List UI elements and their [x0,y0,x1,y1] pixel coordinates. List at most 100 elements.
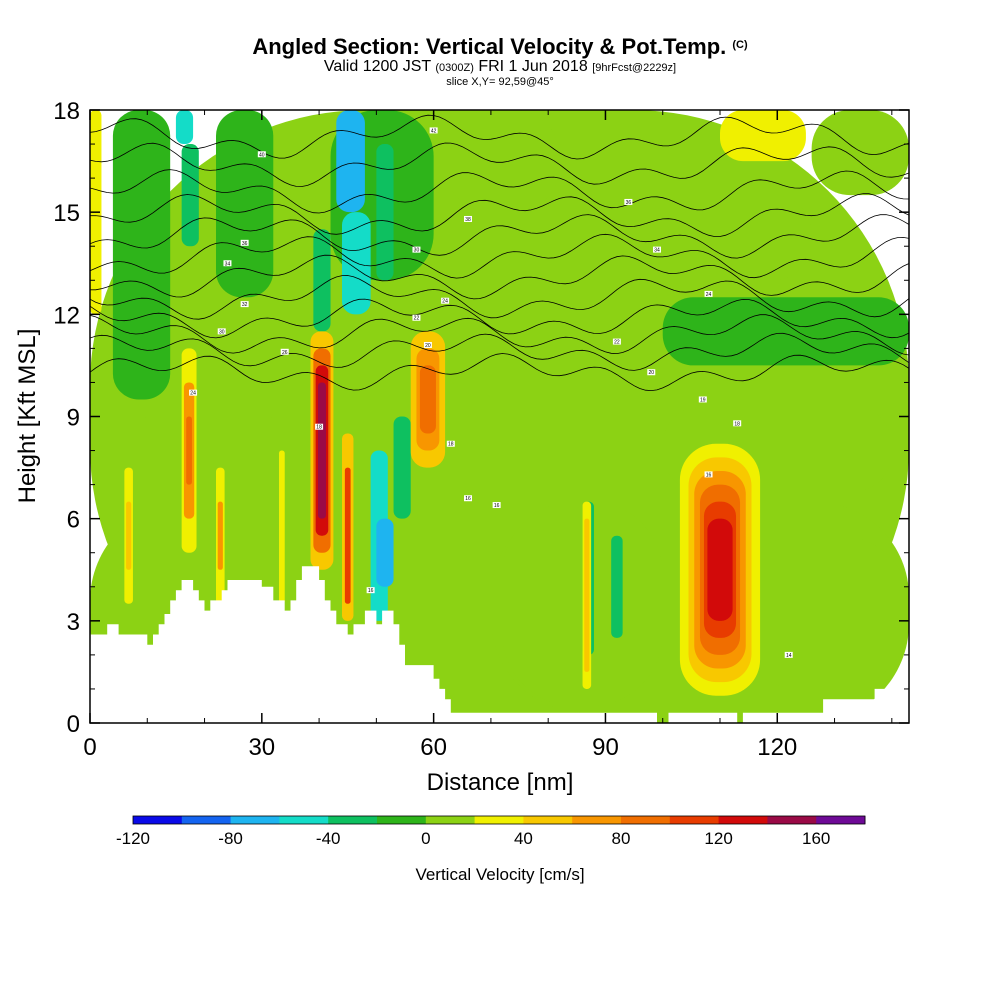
velocity-cell [126,501,132,570]
valid-prefix: Valid 1200 JST [323,58,431,75]
contour-label-bg [429,127,438,134]
colorbar-swatch [718,816,768,824]
velocity-cell [313,229,331,332]
valid-utc: (0300Z) [435,62,474,74]
x-tick-label: 0 [83,734,96,761]
contour-label: 30 [414,248,420,254]
theta-contour [90,353,909,392]
contour-label: 36 [242,241,248,247]
contour-label-bg [612,338,621,345]
velocity-cell [336,110,365,213]
contour-label: 20 [425,343,431,349]
theta-contour [90,332,909,371]
contour-label: 34 [225,261,231,267]
colorbar-swatch [669,816,720,824]
contour-label-bg [423,341,432,348]
contour-label: 22 [614,340,620,346]
slice-info: slice X,Y= 92,59@45° [446,76,554,88]
y-tick-label: 0 [67,711,80,738]
contour-label: 20 [648,370,654,376]
contour-label-bg [653,246,661,253]
y-tick-label: 15 [53,200,80,227]
contour-label: 18 [316,425,322,431]
colorbar-swatch [181,816,232,824]
velocity-cell [317,382,326,519]
contour-label: 16 [368,588,374,594]
colorbar: -120 -80 -40 0 40 80 120 160 [116,815,866,848]
contour-label: 16 [494,503,500,509]
velocity-cell [611,535,623,638]
theta-contour [90,233,909,279]
colorbar-frame [132,815,866,825]
theta-contour [90,114,909,160]
velocity-cell [707,518,733,621]
contour-label-bg [733,420,742,427]
theta-contour [90,214,909,259]
contour-label-bg [647,369,656,376]
colorbar-tick-label: -80 [218,829,243,848]
velocity-cell [584,518,590,672]
contour-label: 38 [465,217,471,223]
contour-label: 36 [626,200,632,206]
velocity-cell [342,212,371,315]
contour-label-bg [315,423,324,430]
terrain-mask [90,566,909,723]
contour-label: 14 [786,653,792,659]
colorbar-swatch [377,816,427,824]
contour-label-bg [784,651,793,658]
contour-label-bg [492,502,501,509]
colorbar-swatch [523,816,573,824]
contour-label: 42 [431,128,437,134]
forecast-tag: [9hrFcst@2229z] [592,62,677,74]
contour-label-bg [217,328,226,335]
contour-labels: 40 36 34 32 30 26 24 18 22 42 38 30 24 20 18 16 16 36 34 24… [189,127,793,659]
colorbar-swatch [816,816,866,824]
chart-subtitle: Valid 1200 JST (0300Z) FRI 1 Jun 2018 [9… [0,58,1000,76]
contour-label-bg [441,297,450,304]
contour-label: 26 [282,350,288,356]
contour-label-bg [704,290,713,297]
velocity-cell [175,110,194,145]
velocity-cell [217,501,223,570]
contour-label: 24 [442,299,448,305]
theta-contour [90,314,909,356]
contour-label-bg [698,396,707,403]
valid-date: FRI 1 Jun 2018 [478,58,588,75]
chart-title-text: Angled Section: Vertical Velocity & Pot.… [252,34,727,59]
contour-label-bg [223,260,232,267]
contour-label: 18 [734,421,740,427]
colorbar-swatch [279,816,329,824]
contour-label: 34 [654,248,660,254]
colorbar-swatch [230,816,280,824]
colorbar-tick-label: 160 [802,829,830,848]
contour-label-bg [412,314,421,321]
velocity-cell [112,110,171,400]
y-tick-label: 6 [67,507,80,534]
velocity-cell [376,518,394,587]
colorbar-swatch [133,816,183,824]
colorbar-tick-label: 40 [514,829,533,848]
contour-label-bg [257,151,266,158]
chart-title: Angled Section: Vertical Velocity & Pot.… [0,34,1000,60]
x-tick-label: 60 [420,734,447,761]
terrain [90,566,909,723]
velocity-cell [393,416,411,519]
contour-label-bg [366,587,375,594]
theta-contours [90,114,909,392]
contour-label-bg [704,471,713,478]
colorbar-tick-label: -120 [116,829,150,848]
velocity-cell [811,110,909,196]
contour-label-bg [624,198,633,205]
contour-label: 24 [706,292,712,298]
theta-contour [90,254,909,300]
velocity-cell [419,365,436,434]
colorbar-swatch [474,816,524,824]
theta-contour [90,298,909,339]
colorbar-swatch [425,816,476,824]
chart-title-suffix: (C) [732,39,748,51]
contour-label: 40 [259,152,265,158]
contour-label-bg [464,495,472,502]
colorbar-swatch [621,816,671,824]
